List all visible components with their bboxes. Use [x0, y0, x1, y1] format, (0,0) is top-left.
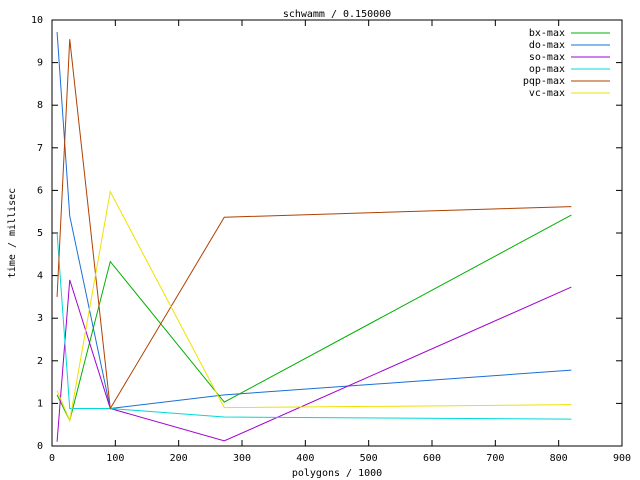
y-tick-label: 2: [37, 356, 43, 367]
series-line: [56, 190, 572, 423]
y-tick-label: 0: [37, 441, 43, 452]
x-tick-label: 700: [486, 453, 504, 464]
y-tick-label: 3: [37, 313, 43, 324]
y-tick-label: 4: [37, 271, 43, 282]
y-tick-label: 7: [37, 143, 43, 154]
legend-label: do-max: [529, 40, 565, 51]
x-tick-label: 0: [49, 453, 55, 464]
chart-title: schwamm / 0.150000: [283, 9, 391, 20]
legend-label: bx-max: [529, 28, 565, 39]
y-axis-label: time / millisec: [7, 188, 18, 278]
x-tick-label: 900: [613, 453, 631, 464]
y-tick-label: 8: [37, 100, 43, 111]
x-tick-label: 800: [550, 453, 568, 464]
y-tick-label: 6: [37, 185, 43, 196]
x-tick-label: 200: [170, 453, 188, 464]
y-tick-label: 1: [37, 398, 43, 409]
y-tick-label: 5: [37, 228, 43, 239]
legend-label: vc-max: [529, 88, 565, 99]
y-tick-label: 10: [31, 15, 43, 26]
legend-label: pqp-max: [523, 76, 565, 87]
series-line: [56, 214, 572, 422]
x-tick-label: 100: [106, 453, 124, 464]
legend-label: op-max: [529, 64, 565, 75]
x-tick-label: 600: [423, 453, 441, 464]
series-line: [56, 31, 572, 410]
x-tick-label: 400: [296, 453, 314, 464]
series-line: [56, 39, 572, 411]
x-axis-label: polygons / 1000: [292, 468, 382, 479]
y-tick-label: 9: [37, 58, 43, 69]
x-tick-label: 500: [360, 453, 378, 464]
x-tick-label: 300: [233, 453, 251, 464]
legend-label: so-max: [529, 52, 565, 63]
series-line: [56, 232, 572, 420]
